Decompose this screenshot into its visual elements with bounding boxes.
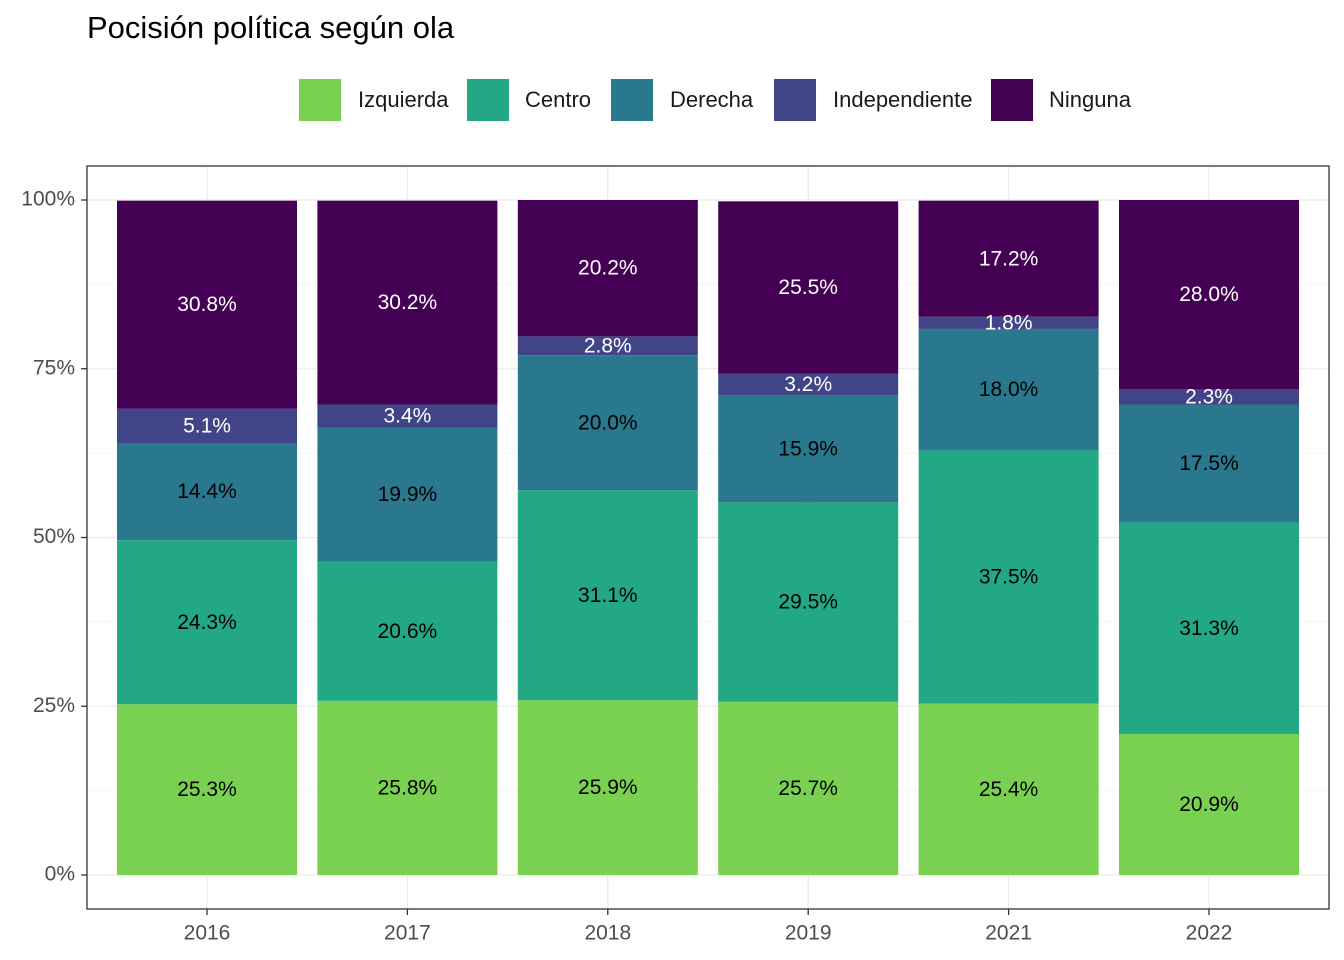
bar-segment-independiente-2021 — [918, 316, 1099, 329]
legend-key-izquierda — [299, 79, 341, 121]
bar-segment-derecha-2017 — [317, 427, 498, 562]
bar-segment-izquierda-2022 — [1119, 733, 1299, 875]
y-tick-label: 50% — [33, 525, 75, 548]
bar-segment-izquierda-2016 — [117, 704, 297, 875]
axes: 0% 25% 50% 75% 100% 2016 2017 2018 2019 2021 2022 — [21, 188, 1232, 945]
y-tick-label: 25% — [33, 694, 75, 717]
legend: Izquierda Centro Derecha Independiente Ningu… — [299, 79, 1132, 121]
legend-label-ninguna: Ninguna — [1049, 87, 1132, 112]
data-label: 20.2% — [578, 257, 638, 280]
data-label: 17.2% — [979, 247, 1039, 270]
bar-segment-independiente-2018 — [517, 336, 698, 356]
bar-segment-derecha-2019 — [718, 395, 899, 503]
bar-segment-independiente-2017 — [317, 404, 498, 428]
bars — [117, 200, 1299, 875]
data-label: 5.1% — [183, 414, 231, 437]
bar-segment-ninguna-2017 — [317, 200, 498, 405]
bar-segment-ninguna-2021 — [918, 200, 1099, 317]
segment-labels: 25.3% 24.3% 14.4% 5.1% 30.8% 25.8% 20.6% 19.9% 3… — [177, 247, 1239, 816]
x-tick-label: 2022 — [1186, 922, 1233, 945]
data-label: 25.4% — [979, 778, 1039, 801]
data-label: 25.9% — [578, 776, 638, 799]
legend-key-derecha — [611, 79, 653, 121]
bar-segment-ninguna-2019 — [718, 201, 899, 374]
bar-segment-centro-2018 — [517, 490, 698, 701]
data-label: 19.9% — [378, 483, 438, 506]
data-label: 37.5% — [979, 566, 1039, 589]
x-tick-label: 2017 — [384, 922, 431, 945]
bar-segment-izquierda-2021 — [918, 703, 1099, 875]
data-label: 14.4% — [177, 480, 237, 503]
data-label: 20.0% — [578, 411, 638, 434]
x-tick-label: 2021 — [985, 922, 1032, 945]
bar-segment-centro-2019 — [718, 502, 899, 702]
data-label: 31.1% — [578, 584, 638, 607]
bar-segment-independiente-2022 — [1119, 389, 1299, 405]
bar-segment-centro-2017 — [317, 561, 498, 701]
data-label: 3.4% — [383, 405, 431, 428]
data-label: 17.5% — [1179, 452, 1239, 475]
legend-key-centro — [467, 79, 509, 121]
legend-label-centro: Centro — [525, 87, 591, 112]
data-label: 25.3% — [177, 778, 237, 801]
bar-segment-derecha-2016 — [117, 443, 297, 541]
legend-key-ninguna — [991, 79, 1033, 121]
y-tick-label: 0% — [45, 863, 75, 886]
x-tick-label: 2018 — [584, 922, 631, 945]
data-label: 30.8% — [177, 293, 237, 316]
data-label: 20.9% — [1179, 793, 1239, 816]
data-label: 18.0% — [979, 378, 1039, 401]
legend-label-izquierda: Izquierda — [358, 87, 449, 112]
data-label: 20.6% — [378, 620, 438, 643]
legend-label-derecha: Derecha — [670, 87, 754, 112]
bar-segment-izquierda-2019 — [718, 701, 899, 875]
bar-segment-ninguna-2016 — [117, 200, 297, 409]
bar-segment-derecha-2022 — [1119, 404, 1299, 523]
data-label: 25.7% — [778, 777, 838, 800]
data-label: 29.5% — [778, 591, 838, 614]
data-label: 28.0% — [1179, 283, 1239, 306]
legend-label-independiente: Independiente — [833, 87, 972, 112]
bar-segment-derecha-2021 — [918, 328, 1099, 451]
data-label: 24.3% — [177, 611, 237, 634]
bar-segment-independiente-2016 — [117, 408, 297, 443]
y-tick-label: 100% — [21, 188, 75, 211]
bar-segment-centro-2021 — [918, 450, 1099, 704]
x-tick-label: 2019 — [785, 922, 832, 945]
data-label: 25.8% — [378, 776, 438, 799]
y-tick-label: 75% — [33, 356, 75, 379]
data-label: 25.5% — [778, 276, 838, 299]
data-label: 1.8% — [985, 311, 1033, 334]
data-label: 31.3% — [1179, 617, 1239, 640]
legend-key-independiente — [774, 79, 816, 121]
bar-segment-independiente-2019 — [718, 373, 899, 396]
chart-title: Pocisión política según ola — [87, 10, 455, 45]
bar-segment-centro-2022 — [1119, 522, 1299, 734]
data-label: 30.2% — [378, 291, 438, 314]
data-label: 3.2% — [784, 373, 832, 396]
bar-segment-derecha-2018 — [517, 355, 698, 491]
bar-segment-ninguna-2022 — [1119, 200, 1299, 389]
data-label: 15.9% — [778, 437, 838, 460]
bar-segment-izquierda-2017 — [317, 700, 498, 875]
bar-segment-izquierda-2018 — [517, 700, 698, 875]
bar-segment-ninguna-2018 — [517, 200, 698, 337]
data-label: 2.8% — [584, 334, 632, 357]
bar-segment-centro-2016 — [117, 540, 297, 705]
data-label: 2.3% — [1185, 385, 1233, 408]
x-tick-label: 2016 — [184, 922, 231, 945]
